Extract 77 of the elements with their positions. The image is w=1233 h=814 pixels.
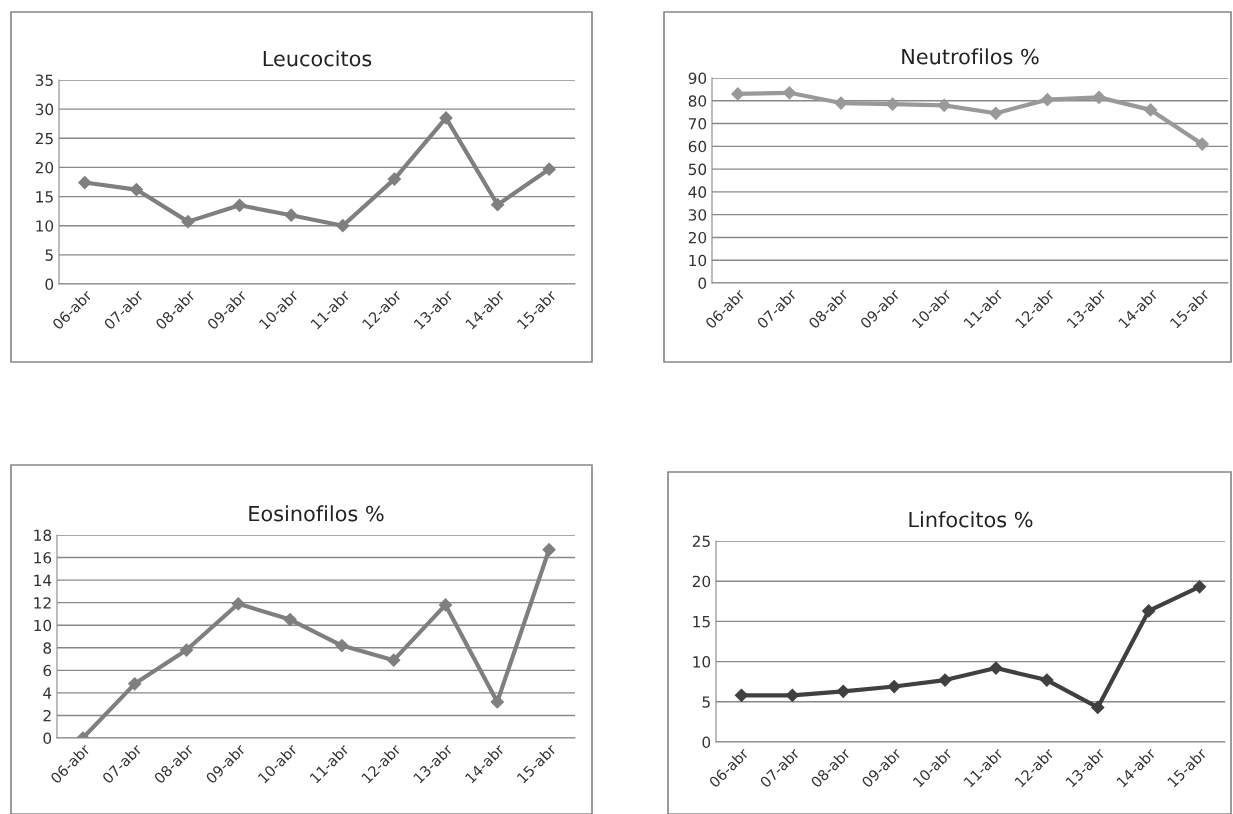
y-tick-label: 0 — [43, 732, 52, 745]
point — [834, 96, 848, 110]
y-tick-label: 5 — [45, 249, 53, 261]
point — [1040, 93, 1054, 107]
y-tick-label: 20 — [692, 575, 711, 588]
y-tick-label: 0 — [702, 736, 711, 749]
point — [731, 87, 745, 101]
point — [490, 695, 504, 709]
y-tick-label: 50 — [688, 163, 707, 176]
point — [233, 198, 247, 212]
point — [335, 638, 349, 653]
chart-title: Leucocitos — [263, 50, 372, 67]
point — [989, 106, 1003, 120]
point — [128, 677, 142, 691]
y-tick-label: 15 — [36, 191, 53, 203]
y-tick-label: 4 — [43, 687, 52, 699]
point — [782, 86, 796, 100]
point — [387, 653, 401, 667]
y-tick-label: 90 — [688, 72, 707, 85]
point — [1195, 137, 1209, 151]
point — [836, 684, 850, 698]
y-tick-label: 14 — [34, 574, 52, 586]
y-tick-label: 15 — [693, 616, 710, 628]
y-tick-label: 10 — [36, 220, 54, 232]
point — [78, 175, 92, 190]
y-tick-label: 20 — [688, 231, 707, 244]
point — [886, 97, 900, 111]
chart-title: Linfocitos % — [909, 511, 1033, 528]
point — [734, 688, 749, 702]
y-tick-label: 40 — [688, 186, 707, 198]
y-tick-label: 60 — [688, 140, 707, 153]
y-tick-label: 10 — [34, 619, 52, 632]
point — [887, 679, 901, 694]
point — [1092, 90, 1106, 104]
point — [284, 208, 298, 222]
point — [542, 162, 556, 176]
y-tick-label: 2 — [43, 709, 51, 722]
y-tick-label: 25 — [692, 535, 710, 548]
y-tick-label: 10 — [689, 254, 707, 267]
point — [439, 111, 453, 125]
point — [1091, 700, 1105, 715]
y-tick-label: 12 — [34, 597, 51, 609]
y-tick-label: 20 — [35, 161, 54, 174]
y-tick-label: 10 — [693, 656, 711, 668]
point — [438, 598, 453, 612]
y-tick-label: 30 — [688, 209, 707, 221]
point — [179, 643, 194, 657]
y-tick-label: 0 — [698, 277, 707, 290]
y-tick-label: 5 — [702, 696, 710, 708]
point — [1192, 580, 1207, 594]
point — [336, 219, 350, 233]
y-tick-label: 18 — [34, 529, 52, 542]
y-tick-label: 16 — [34, 552, 52, 564]
y-tick-label: 70 — [688, 118, 707, 130]
y-tick-label: 80 — [688, 95, 707, 107]
point — [231, 597, 245, 611]
point — [1040, 673, 1054, 687]
y-tick-label: 0 — [45, 278, 54, 291]
point — [181, 215, 195, 229]
chart-title: Eosinofilos % — [249, 505, 384, 522]
y-tick-label: 8 — [43, 642, 52, 654]
y-tick-label: 6 — [43, 664, 52, 677]
point — [491, 198, 505, 212]
point — [1142, 604, 1156, 618]
point — [283, 612, 297, 627]
y-tick-label: 25 — [35, 132, 53, 145]
point — [542, 543, 556, 557]
y-tick-label: 35 — [35, 74, 53, 87]
point — [387, 172, 401, 186]
point — [989, 661, 1003, 675]
y-tick-label: 30 — [35, 103, 54, 116]
point — [129, 182, 143, 197]
point — [785, 688, 799, 702]
point — [938, 673, 952, 687]
point — [1144, 103, 1158, 117]
point — [937, 98, 951, 112]
chart-title: Neutrofilos % — [902, 48, 1039, 65]
